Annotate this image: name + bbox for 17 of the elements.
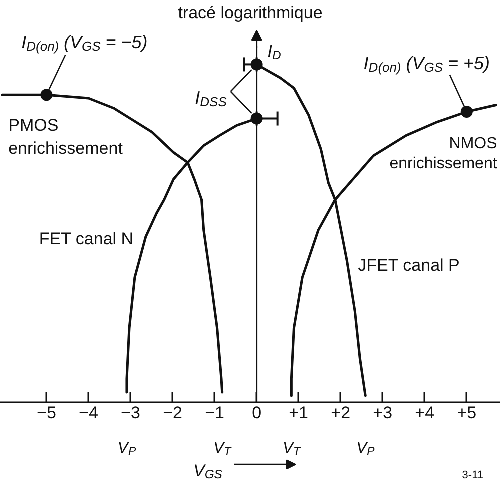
x-tick-label: −5 (37, 404, 56, 423)
x-tick-label: −1 (205, 404, 224, 423)
x-tick-label: +3 (373, 404, 393, 423)
x-tick-label: −4 (79, 404, 98, 423)
series-label: JFET canal P (358, 256, 460, 276)
x-tick-label: +2 (331, 404, 351, 423)
x-tick-label: +4 (415, 404, 435, 423)
series-label: PMOS enrichissement (8, 116, 124, 158)
x-tick-label: +5 (457, 404, 477, 423)
x-tick-label: −2 (163, 404, 182, 423)
series-label: NMOS enrichissement (390, 135, 498, 173)
x-tick-label: +1 (289, 404, 309, 423)
text: 3-11 (462, 470, 484, 482)
series-label: FET canal N (39, 230, 134, 249)
x-tick-label: 0 (252, 404, 262, 423)
chart-title: tracé logarithmique (178, 4, 323, 22)
x-tick-label: −3 (121, 404, 140, 423)
